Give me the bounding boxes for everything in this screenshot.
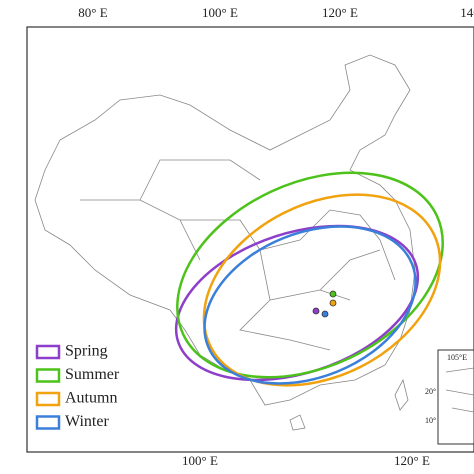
top-axis-label: 120° E [322, 5, 358, 20]
legend: Spring Summer Autumn Winter [35, 343, 120, 430]
top-axis-label: 100° E [202, 5, 238, 20]
legend-swatch [35, 391, 61, 407]
legend-label: Spring [65, 343, 108, 360]
top-axis-label: 140 [460, 5, 474, 20]
legend-swatch [35, 368, 61, 383]
mean-center [321, 310, 329, 318]
mean-center [329, 290, 337, 298]
inset-outline [445, 367, 474, 413]
inset: 105°E 20° 10° [425, 349, 474, 445]
legend-swatch [35, 415, 61, 430]
top-axis-label: 80° E [78, 5, 107, 20]
ellipse [176, 171, 444, 379]
ellipse [203, 225, 417, 385]
inset-lat-label: 10° [425, 416, 436, 425]
inset-lat-label: 20° [425, 387, 436, 396]
ellipses [174, 171, 444, 387]
legend-label: Summer [65, 366, 120, 383]
axis-labels: 80° E 100° E 120° E 140 100° E 120° E [78, 5, 474, 468]
bottom-axis-label: 120° E [394, 453, 430, 468]
legend-swatch [35, 344, 61, 360]
inset-frame [437, 349, 474, 445]
legend-label: Winter [65, 413, 109, 430]
legend-label: Autumn [65, 390, 117, 407]
mean-center [329, 299, 337, 307]
bottom-axis-label: 100° E [182, 453, 218, 468]
ellipse [202, 193, 442, 387]
inset-lon-label: 105°E [447, 353, 467, 362]
map-frame [26, 26, 474, 453]
mean-center [312, 307, 320, 315]
